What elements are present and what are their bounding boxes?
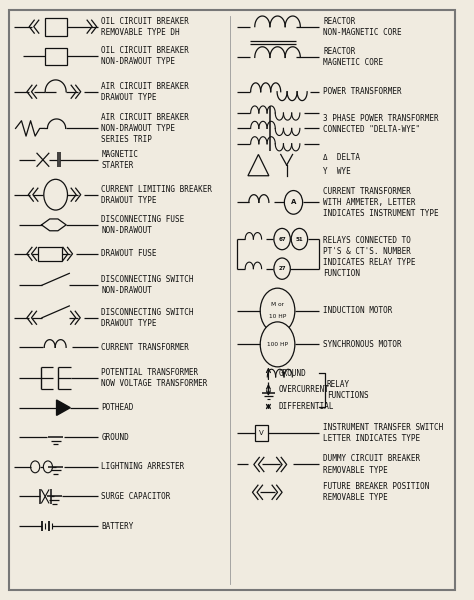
Text: LIGHTNING ARRESTER: LIGHTNING ARRESTER (101, 463, 184, 472)
Text: Δ  DELTA: Δ DELTA (323, 154, 360, 163)
Polygon shape (56, 400, 70, 415)
Text: POWER TRANSFORMER: POWER TRANSFORMER (323, 87, 402, 96)
Text: M or: M or (271, 302, 284, 307)
Text: INDUCTION MOTOR: INDUCTION MOTOR (323, 306, 392, 315)
Text: INSTRUMENT TRANSFER SWITCH
LETTER INDICATES TYPE: INSTRUMENT TRANSFER SWITCH LETTER INDICA… (323, 423, 443, 443)
Text: DISCONNECTING SWITCH
DRAWOUT TYPE: DISCONNECTING SWITCH DRAWOUT TYPE (101, 308, 194, 328)
Text: 3 PHASE POWER TRANSFORMER
CONNECTED "DELTA-WYE": 3 PHASE POWER TRANSFORMER CONNECTED "DEL… (323, 113, 439, 134)
Text: OVERCURRENT: OVERCURRENT (278, 385, 329, 394)
Text: RELAYS CONNECTED TO
PT'S & CT'S. NUMBER
INDICATES RELAY TYPE
FUNCTION: RELAYS CONNECTED TO PT'S & CT'S. NUMBER … (323, 236, 416, 278)
Text: MAGNETIC
STARTER: MAGNETIC STARTER (101, 150, 138, 170)
Text: CURRENT TRANSFORMER: CURRENT TRANSFORMER (101, 343, 189, 352)
Text: FUTURE BREAKER POSITION
REMOVABLE TYPE: FUTURE BREAKER POSITION REMOVABLE TYPE (323, 482, 429, 502)
Circle shape (274, 258, 290, 279)
Text: GROUND: GROUND (278, 369, 306, 378)
Circle shape (274, 229, 290, 250)
Bar (38, 247, 62, 261)
Text: DUMMY CIRCUIT BREAKER
REMOVABLE TYPE: DUMMY CIRCUIT BREAKER REMOVABLE TYPE (323, 454, 420, 475)
Text: DISCONNECTING FUSE
NON-DRAWOUT: DISCONNECTING FUSE NON-DRAWOUT (101, 215, 184, 235)
Text: OIL CIRCUIT BREAKER
NON-DRAWOUT TYPE: OIL CIRCUIT BREAKER NON-DRAWOUT TYPE (101, 46, 189, 66)
Text: DIFFERENTIAL: DIFFERENTIAL (278, 402, 334, 411)
Text: A: A (291, 199, 296, 205)
Text: BATTERY: BATTERY (101, 521, 134, 530)
Bar (255, 425, 268, 442)
Text: CURRENT TRANSFORMER
WITH AMMETER, LETTER
INDICATES INSTRUMENT TYPE: CURRENT TRANSFORMER WITH AMMETER, LETTER… (323, 187, 439, 218)
Text: 10 HP: 10 HP (269, 314, 286, 319)
Text: RELAY
FUNCTIONS: RELAY FUNCTIONS (327, 380, 368, 400)
Bar (45, 18, 66, 35)
Text: SYNCHRONOUS MOTOR: SYNCHRONOUS MOTOR (323, 340, 402, 349)
Text: REACTOR
MAGNETIC CORE: REACTOR MAGNETIC CORE (323, 47, 383, 67)
Text: 27: 27 (278, 266, 286, 271)
Bar (45, 48, 66, 65)
Circle shape (260, 322, 295, 367)
Circle shape (43, 461, 53, 473)
Circle shape (291, 229, 308, 250)
Circle shape (44, 179, 67, 210)
Text: DRAWOUT FUSE: DRAWOUT FUSE (101, 250, 157, 259)
Text: 100 HP: 100 HP (267, 342, 288, 347)
Text: SURGE CAPACITOR: SURGE CAPACITOR (101, 492, 171, 501)
Text: REACTOR
NON-MAGNETIC CORE: REACTOR NON-MAGNETIC CORE (323, 17, 402, 37)
Text: AIR CIRCUIT BREAKER
NON-DRAWOUT TYPE
SERIES TRIP: AIR CIRCUIT BREAKER NON-DRAWOUT TYPE SER… (101, 113, 189, 144)
Circle shape (260, 288, 295, 333)
Text: 51: 51 (296, 236, 303, 242)
Text: OIL CIRCUIT BREAKER
REMOVABLE TYPE DH: OIL CIRCUIT BREAKER REMOVABLE TYPE DH (101, 17, 189, 37)
Text: Y  WYE: Y WYE (323, 167, 351, 176)
Text: V: V (259, 430, 264, 436)
Text: CURRENT LIMITING BREAKER
DRAWOUT TYPE: CURRENT LIMITING BREAKER DRAWOUT TYPE (101, 185, 212, 205)
Text: 67: 67 (278, 236, 286, 242)
Text: DISCONNECTING SWITCH
NON-DRAWOUT: DISCONNECTING SWITCH NON-DRAWOUT (101, 275, 194, 295)
Text: POTHEAD: POTHEAD (101, 403, 134, 412)
Text: AIR CIRCUIT BREAKER
DRAWOUT TYPE: AIR CIRCUIT BREAKER DRAWOUT TYPE (101, 82, 189, 102)
FancyBboxPatch shape (9, 10, 455, 590)
Circle shape (284, 191, 302, 214)
Text: GROUND: GROUND (101, 433, 129, 442)
Text: POTENTIAL TRANSFORMER
NOW VOLTAGE TRANSFORMER: POTENTIAL TRANSFORMER NOW VOLTAGE TRANSF… (101, 368, 208, 388)
Circle shape (31, 461, 40, 473)
